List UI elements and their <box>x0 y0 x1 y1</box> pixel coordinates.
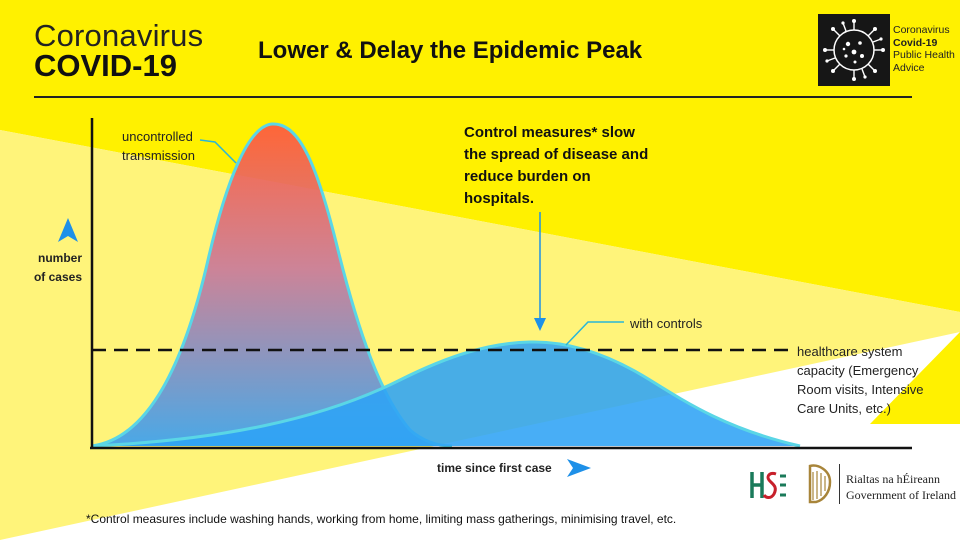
badge-line-1: Coronavirus <box>893 24 950 36</box>
y-axis-label: number of cases <box>33 251 82 284</box>
with-controls-label: with controls <box>630 316 703 331</box>
page-title: Lower & Delay the Epidemic Peak <box>258 37 643 64</box>
brand-covid19: COVID-19 <box>34 48 177 83</box>
harp-icon <box>808 464 832 504</box>
uncontrolled-leader <box>199 139 237 164</box>
brand-coronavirus: Coronavirus <box>34 18 204 53</box>
y-axis-arrow-icon <box>58 218 78 242</box>
footnote: *Control measures include washing hands,… <box>86 512 677 526</box>
hse-logo <box>746 468 788 502</box>
background-yellow-corner <box>870 332 960 424</box>
header-divider <box>34 96 912 98</box>
badge-text: Coronavirus Covid-19 Public Health Advic… <box>893 24 959 74</box>
uncontrolled-label: uncontrolled transmission <box>122 129 195 163</box>
badge-line-2: Covid-19 <box>893 36 938 49</box>
harp-emblem <box>804 462 834 504</box>
controlled-curve <box>92 341 800 446</box>
callout-text: Control measures* slow the spread of dis… <box>464 124 649 207</box>
controls-leader <box>565 321 624 346</box>
uncontrolled-curve <box>92 123 452 447</box>
virus-badge <box>818 14 890 86</box>
x-axis-label: time since first case <box>437 461 552 475</box>
badge-line-4: Advice <box>893 61 925 74</box>
callout-arrow-head <box>534 318 546 331</box>
gov-name-english: Government of Ireland <box>846 488 956 502</box>
gov-name-irish: Rialtas na hÉireann <box>846 472 940 486</box>
gov-divider <box>839 464 840 504</box>
capacity-label: healthcare system capacity (Emergency Ro… <box>797 344 924 416</box>
controlled-outline <box>91 340 801 448</box>
x-axis-arrow-icon <box>567 459 591 477</box>
hse-logo-icon <box>750 472 786 499</box>
virus-icon <box>823 19 885 81</box>
badge-line-3: Public Health <box>893 49 955 61</box>
background-yellow <box>0 0 960 312</box>
